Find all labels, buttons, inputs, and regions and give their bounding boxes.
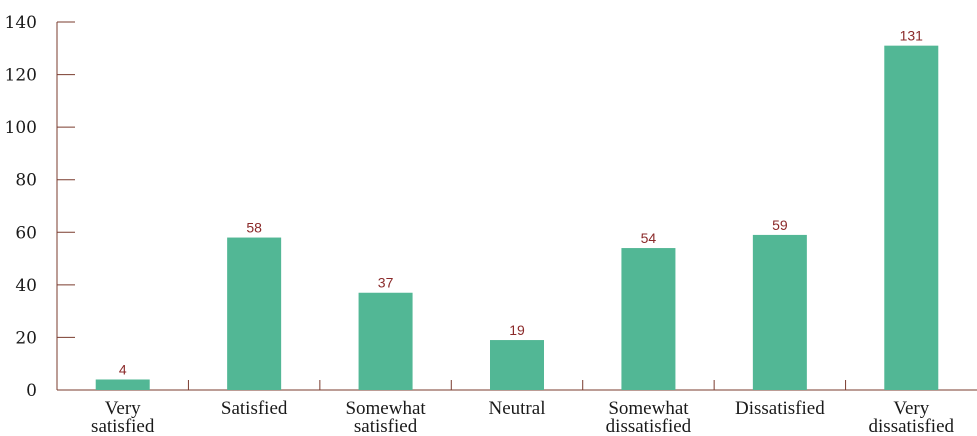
data-label: 37 [378,275,394,291]
x-tick-label-line: satisfied [91,416,155,436]
x-tick-label-line: Somewhat [608,398,689,419]
bars [95,45,939,391]
x-tick-label-line: Satisfied [221,398,288,419]
y-axis-ticks: 0 20 40 60 80 100 120 140 [5,13,75,401]
data-label: 54 [641,230,657,246]
data-label: 59 [772,217,788,233]
x-tick-label: Somewhat dissatisfied [606,398,692,436]
x-tick-label-line: Neutral [489,398,546,419]
data-label: 19 [509,322,525,338]
data-label: 58 [246,220,262,236]
x-tick-label-line: Very [893,398,929,419]
x-tick-label: Satisfied [221,398,288,419]
x-tick-label-line: satisfied [354,416,418,436]
x-axis-ticks [187,380,847,390]
x-tick-label: Dissatisfied [735,398,825,419]
data-label: 4 [119,361,127,377]
bar [490,340,544,390]
bar [227,237,282,390]
y-tick-label: 40 [15,276,37,296]
x-tick-label: Very satisfied [91,398,155,436]
y-tick-label: 20 [15,328,37,348]
y-tick-label: 0 [26,381,37,401]
data-label: 131 [900,28,924,44]
bar [95,379,150,390]
x-tick-label: Neutral [489,398,546,419]
x-tick-label: Somewhat satisfied [345,398,426,436]
bar [621,248,676,390]
y-tick-label: 80 [15,171,37,191]
y-tick-label: 140 [5,13,37,33]
data-labels: 4 58 37 19 54 59 131 [119,28,923,378]
bar [358,292,413,390]
y-tick-label: 120 [5,66,37,86]
x-tick-label-line: dissatisfied [869,416,955,436]
y-tick-label: 100 [5,118,37,138]
y-tick-label: 60 [15,223,37,243]
bar [884,45,939,391]
x-tick-label-line: Very [105,398,141,419]
x-tick-label-line: dissatisfied [606,416,692,436]
bar [752,234,807,390]
x-tick-label: Very dissatisfied [869,398,955,436]
x-tick-label-line: Dissatisfied [735,398,825,419]
x-tick-label-line: Somewhat [345,398,426,419]
